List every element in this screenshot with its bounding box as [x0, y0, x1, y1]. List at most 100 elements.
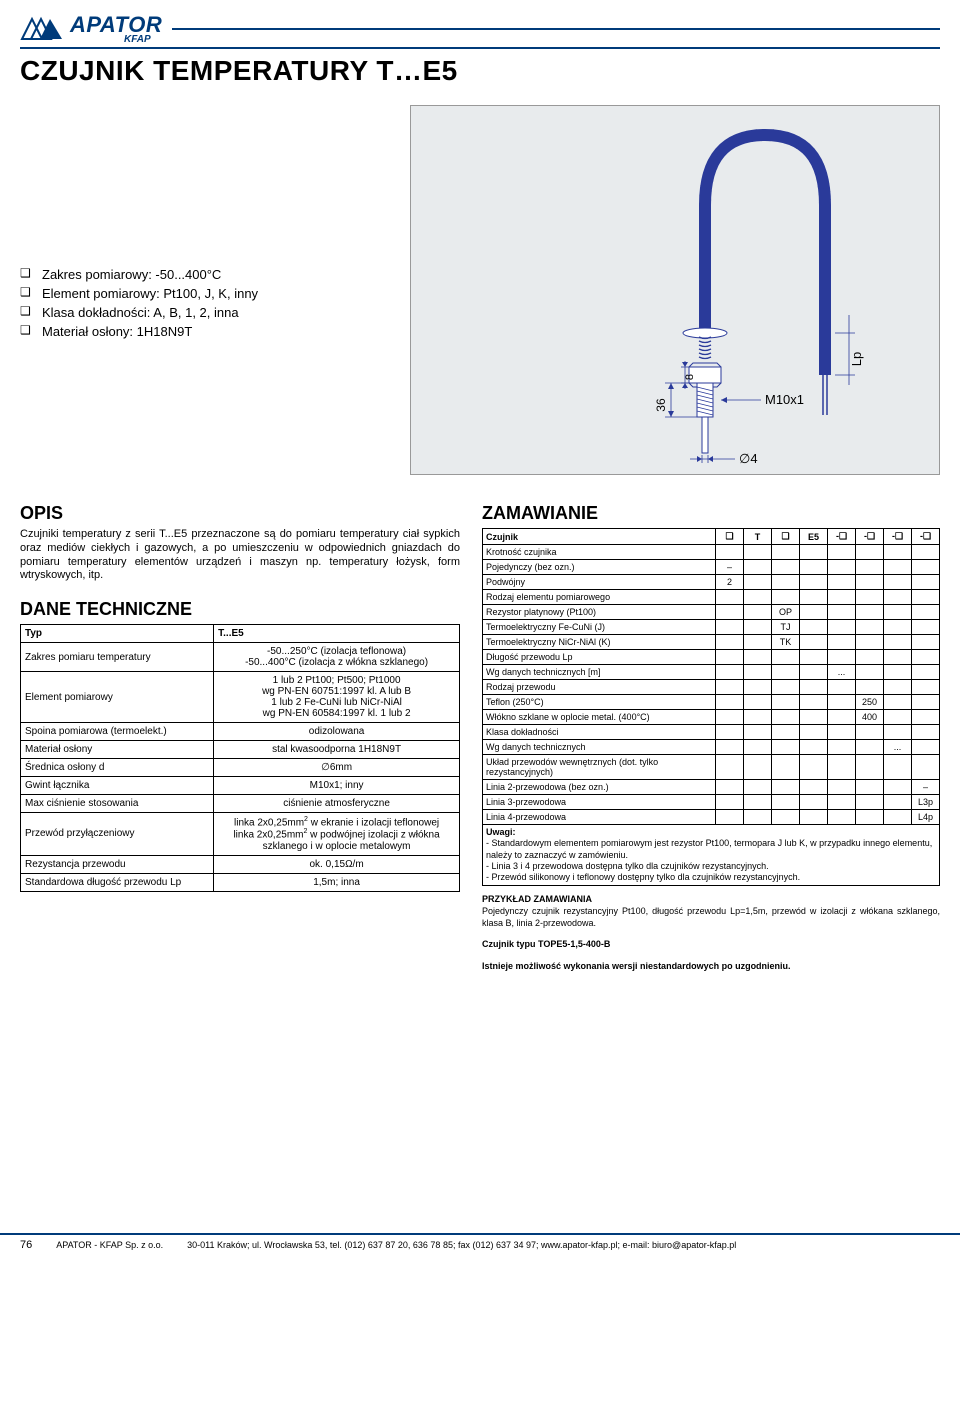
tech-label: Materiał osłony — [21, 741, 214, 759]
order-cell-empty — [884, 635, 912, 650]
order-cell-empty — [716, 605, 744, 620]
order-group-header: Klasa dokładności — [483, 725, 716, 740]
order-option-code: OP — [772, 605, 800, 620]
order-option-code: L4p — [912, 810, 940, 825]
svg-text:M10x1: M10x1 — [765, 392, 804, 407]
order-cell-empty — [912, 665, 940, 680]
example-code: Czujnik typu TOPE5-1,5-400-B — [482, 939, 610, 949]
order-cell-empty — [744, 710, 772, 725]
order-option-label: Pojedynczy (bez ozn.) — [483, 560, 716, 575]
tech-label: Standardowa długość przewodu Lp — [21, 873, 214, 891]
order-table: Czujnik❑T❑E5-❑-❑-❑-❑Krotność czujnikaPoj… — [482, 528, 940, 886]
order-cell-empty — [912, 635, 940, 650]
order-cell-empty — [912, 710, 940, 725]
order-head-code: E5 — [800, 529, 828, 545]
order-cell-empty — [744, 620, 772, 635]
tech-label: Średnica osłony d — [21, 759, 214, 777]
order-group-header: Układ przewodów wewnętrznych (dot. tylko… — [483, 755, 716, 780]
order-title: ZAMAWIANIE — [482, 503, 940, 524]
order-cell-empty — [828, 695, 856, 710]
order-cell-empty — [884, 780, 912, 795]
order-cell-empty — [772, 810, 800, 825]
tech-row: Rezystancja przewoduok. 0,15Ω/m — [21, 855, 460, 873]
order-head-code: -❑ — [828, 529, 856, 545]
order-cell-empty — [856, 560, 884, 575]
example-text: Pojedynczy czujnik rezystancyjny Pt100, … — [482, 906, 940, 929]
order-cell-empty — [856, 635, 884, 650]
tech-label: Max ciśnienie stosowania — [21, 795, 214, 813]
order-cell-empty — [912, 620, 940, 635]
feature-bullet: Klasa dokładności: A, B, 1, 2, inna — [20, 303, 390, 322]
order-row: Termoelektryczny NiCr-NiAl (K)TK — [483, 635, 940, 650]
order-cell-empty — [716, 740, 744, 755]
tech-value: 1,5m; inna — [214, 873, 460, 891]
order-cell-empty — [744, 695, 772, 710]
order-cell-empty — [744, 810, 772, 825]
order-cell-empty — [884, 560, 912, 575]
order-cell-empty — [828, 635, 856, 650]
order-cell-empty — [772, 795, 800, 810]
order-group-header: Krotność czujnika — [483, 545, 716, 560]
order-cell-empty — [828, 710, 856, 725]
order-cell-empty — [772, 560, 800, 575]
order-cell-empty — [828, 605, 856, 620]
order-row: Długość przewodu Lp — [483, 650, 940, 665]
order-row: Układ przewodów wewnętrznych (dot. tylko… — [483, 755, 940, 780]
order-cell-empty — [884, 695, 912, 710]
order-cell-empty — [744, 795, 772, 810]
tech-row: Gwint łącznikaM10x1; inny — [21, 777, 460, 795]
order-cell-empty — [800, 665, 828, 680]
order-row: Wg danych technicznych... — [483, 740, 940, 755]
order-cell-empty — [744, 780, 772, 795]
order-cell-empty — [744, 635, 772, 650]
order-option-code: ... — [884, 740, 912, 755]
order-cell-empty — [828, 620, 856, 635]
order-row: Uwagi:- Standardowym elementem pomiarowy… — [483, 825, 940, 886]
tech-value: stal kwasoodporna 1H18N9T — [214, 741, 460, 759]
order-cell-empty — [716, 665, 744, 680]
order-option-code: ... — [828, 665, 856, 680]
tech-row: Standardowa długość przewodu Lp1,5m; inn… — [21, 873, 460, 891]
order-row: Rodzaj elementu pomiarowego — [483, 590, 940, 605]
order-cell-empty — [856, 795, 884, 810]
header: APATOR KFAP — [20, 12, 940, 49]
tech-label: Gwint łącznika — [21, 777, 214, 795]
order-cell-empty — [856, 605, 884, 620]
svg-text:∅4: ∅4 — [739, 451, 758, 465]
order-option-label: Linia 2-przewodowa (bez ozn.) — [483, 780, 716, 795]
tech-value: -50...250°C (izolacja teflonowa)-50...40… — [214, 643, 460, 672]
order-cell-empty — [884, 605, 912, 620]
order-cell-empty — [800, 605, 828, 620]
order-cell-empty — [744, 605, 772, 620]
order-cell-empty — [744, 560, 772, 575]
tech-value: M10x1; inny — [214, 777, 460, 795]
order-row: Linia 2-przewodowa (bez ozn.)– — [483, 780, 940, 795]
order-option-label: Wg danych technicznych [m] — [483, 665, 716, 680]
tech-row: Przewód przyłączeniowylinka 2x0,25mm2 w … — [21, 813, 460, 856]
order-cell-empty — [884, 620, 912, 635]
order-head-code: -❑ — [912, 529, 940, 545]
order-cell-empty — [744, 740, 772, 755]
order-cell-empty — [828, 810, 856, 825]
order-option-code: 400 — [856, 710, 884, 725]
order-cell-empty — [800, 560, 828, 575]
order-head-code: -❑ — [856, 529, 884, 545]
logo: APATOR KFAP — [20, 12, 162, 45]
order-option-label: Wg danych technicznych — [483, 740, 716, 755]
order-option-code: 2 — [716, 575, 744, 590]
order-remarks: Uwagi:- Standardowym elementem pomiarowy… — [483, 825, 940, 886]
tech-row: Średnica osłony d∅6mm — [21, 759, 460, 777]
order-cell-empty — [800, 780, 828, 795]
page-number: 76 — [20, 1239, 32, 1251]
order-option-code: TJ — [772, 620, 800, 635]
order-cell-empty — [800, 695, 828, 710]
order-option-label: Rezystor platynowy (Pt100) — [483, 605, 716, 620]
order-cell-empty — [884, 665, 912, 680]
order-option-code: L3p — [912, 795, 940, 810]
order-cell-empty — [912, 575, 940, 590]
tech-header-model: T...E5 — [214, 625, 460, 643]
order-cell-empty — [772, 575, 800, 590]
tech-value: odizolowana — [214, 723, 460, 741]
order-cell-empty — [800, 710, 828, 725]
order-cell-empty — [856, 620, 884, 635]
